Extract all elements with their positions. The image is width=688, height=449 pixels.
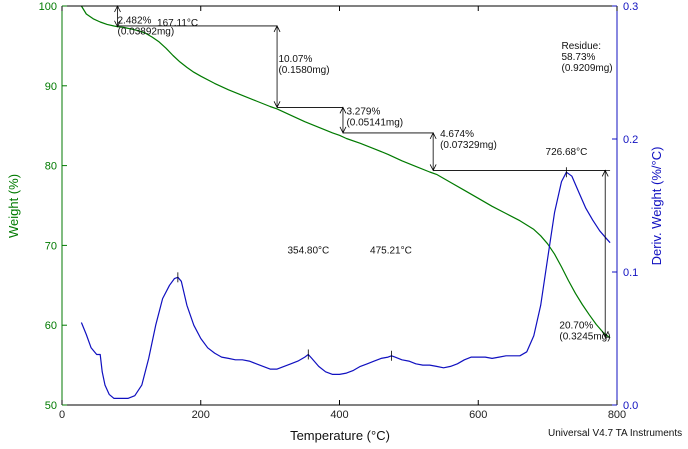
x-tick-label: 400: [330, 409, 348, 421]
y-right-axis-title: Deriv. Weight (%/°C): [649, 147, 664, 266]
annotation-label: (0.07329mg): [440, 140, 497, 151]
annotation-label: (0.05141mg): [346, 118, 403, 129]
deriv-weight-line: [80, 171, 611, 399]
y-left-tick-label: 70: [45, 240, 57, 252]
annotation-label: 58.73%: [562, 52, 596, 63]
y-right-tick-label: 0.0: [623, 400, 638, 412]
y-left-tick-label: 50: [45, 400, 57, 412]
step-arrow-up-2: [339, 106, 347, 114]
step-arrow-up-3: [429, 131, 437, 140]
annotation-label: (0.3245mg): [559, 331, 610, 342]
annotation-label: 4.674%: [440, 129, 474, 140]
annotation-label: (0.1580mg): [278, 65, 329, 76]
step-arrow-up-4: [601, 169, 609, 177]
x-tick-label: 200: [192, 409, 210, 421]
annotation-label: 354.80°C: [287, 245, 329, 256]
step-arrow-down-4: [601, 330, 609, 339]
annotation-label: 726.68°C: [546, 147, 588, 158]
x-axis-title: Temperature (°C): [290, 428, 390, 443]
annotation-label: 167.11°C: [157, 18, 198, 29]
weight-line: [80, 5, 611, 339]
y-left-tick-label: 100: [39, 1, 57, 13]
annotation-label: 475.21°C: [370, 245, 412, 256]
y-right-tick-label: 0.2: [623, 134, 638, 146]
y-right-tick-label: 0.3: [623, 1, 638, 13]
annotation-label: (0.9209mg): [562, 63, 613, 74]
annotation-label: 3.279%: [346, 107, 380, 118]
y-left-tick-label: 90: [45, 81, 57, 93]
annotation-label: 10.07%: [278, 54, 312, 65]
step-arrow-down-0: [114, 20, 121, 28]
annotation-label: 20.70%: [559, 320, 593, 331]
y-left-tick-label: 80: [45, 161, 57, 173]
step-arrow-up-1: [273, 25, 281, 33]
annotation-label: Residue:: [562, 41, 601, 52]
y-left-tick-label: 60: [45, 320, 57, 332]
x-tick-label: 800: [608, 409, 626, 421]
x-tick-label: 0: [59, 409, 65, 421]
annotation-label: (0.03892mg): [118, 27, 175, 38]
y-right-tick-label: 0.1: [623, 267, 638, 279]
instrument-label: Universal V4.7 TA Instruments: [548, 428, 682, 439]
step-arrow-down-3: [429, 164, 437, 172]
y-left-axis-title: Weight (%): [6, 174, 21, 238]
x-tick-label: 600: [469, 409, 487, 421]
annotation-label: 2.482%: [118, 16, 152, 27]
